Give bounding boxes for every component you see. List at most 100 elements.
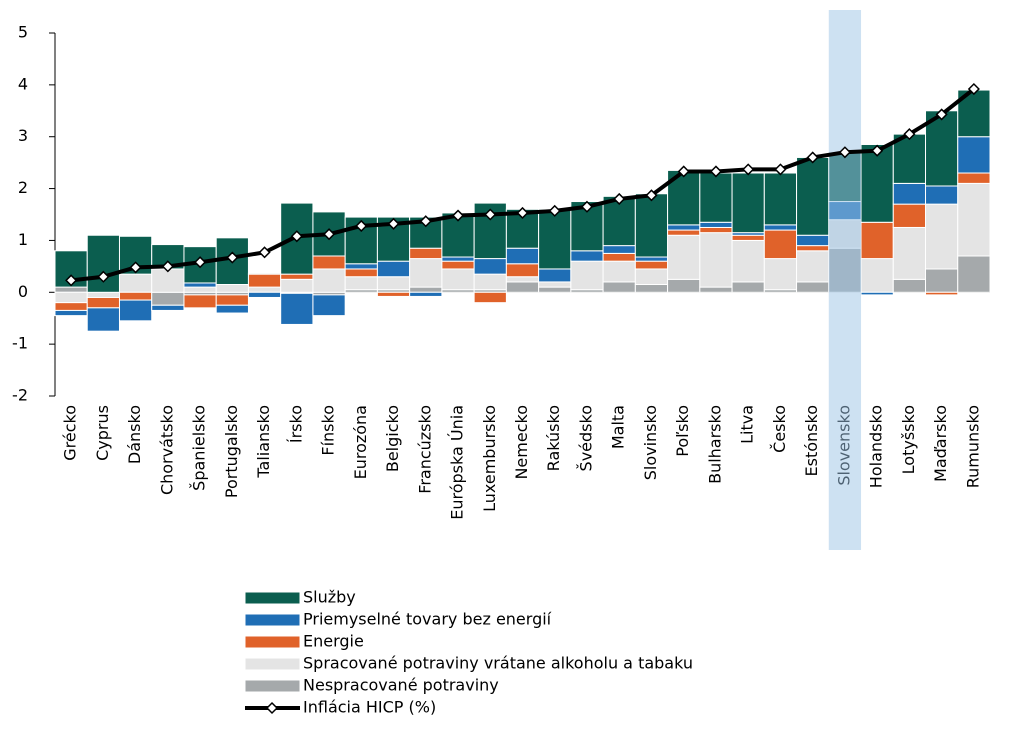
bar-segment <box>570 260 604 291</box>
bar-segment <box>505 281 540 293</box>
x-tick-label: Fínsko <box>319 405 338 456</box>
bar-segment <box>215 304 249 314</box>
bar-segment <box>925 185 959 205</box>
x-tick-label: Írsko <box>286 405 305 443</box>
bar-segment <box>151 304 185 311</box>
y-tick-label: 4 <box>18 74 28 93</box>
x-tick-label: Slovinsko <box>641 405 660 480</box>
bar-segment <box>892 203 927 228</box>
bar-segment <box>860 221 894 260</box>
bar-segment <box>86 307 120 332</box>
bar-segment <box>247 291 282 298</box>
bar-segment <box>344 263 378 270</box>
x-tick-label: Lotyšsko <box>899 405 918 474</box>
line-marker <box>419 215 432 228</box>
line-marker <box>194 256 207 269</box>
bar-segment <box>505 263 540 278</box>
bar-segment <box>473 273 507 291</box>
x-tick-label: Česko <box>770 405 789 453</box>
bar-segment <box>183 286 217 293</box>
legend-label: Spracované potraviny vrátane alkoholu a … <box>303 654 693 673</box>
legend-swatch <box>244 635 301 649</box>
line-marker <box>484 208 497 221</box>
bar-segment <box>118 299 153 322</box>
x-tick-label: Poľsko <box>673 405 692 457</box>
bar-segment <box>538 281 572 288</box>
bar-segment <box>409 258 443 288</box>
bar-segment <box>667 234 701 280</box>
bar-segment <box>183 294 217 309</box>
line-marker <box>677 165 690 178</box>
x-tick-label: Švédsko <box>576 405 595 471</box>
bar-segment <box>860 258 894 293</box>
bar-segment <box>538 268 572 283</box>
bar-segment <box>957 172 991 184</box>
legend-marker <box>265 701 279 715</box>
bar-segment <box>538 286 572 293</box>
bar-segment <box>634 193 669 258</box>
x-tick-label: Taliansko <box>254 405 273 479</box>
bar-segment <box>215 284 249 293</box>
line-marker <box>65 274 78 287</box>
bar-segment <box>667 278 701 293</box>
bar-segment <box>925 291 959 296</box>
x-tick-label: Grécko <box>61 405 80 461</box>
bar-segment <box>925 268 959 293</box>
legend-label: Energie <box>303 632 364 651</box>
y-tick-label: -1 <box>12 334 28 353</box>
bar-segment <box>409 286 443 293</box>
bar-segment <box>247 272 282 275</box>
bar-segment <box>441 256 475 262</box>
bar-segment <box>634 284 669 293</box>
line-marker <box>871 144 884 157</box>
bar-segment <box>151 291 185 306</box>
bar-segment <box>957 136 991 174</box>
line-marker <box>129 261 142 274</box>
x-tick-label: Rumunsko <box>963 405 982 488</box>
y-tick-label: 3 <box>18 126 28 145</box>
bar-segment <box>280 292 314 325</box>
bar-segment <box>699 286 733 293</box>
bar-segment <box>505 276 540 283</box>
line-marker <box>161 260 174 273</box>
bar-segment <box>409 247 443 260</box>
line-marker <box>709 165 723 178</box>
bar-segment <box>796 245 830 252</box>
legend-label: Služby <box>303 588 356 607</box>
bar-segment <box>699 221 733 228</box>
bar-segment <box>602 281 636 293</box>
line-marker <box>387 217 400 230</box>
bar-segment <box>731 234 765 241</box>
bar-segment <box>925 203 959 270</box>
y-tick-label: 0 <box>18 282 28 301</box>
bar-segment <box>344 268 378 278</box>
bar-segment <box>699 232 733 288</box>
line-marker <box>935 108 948 121</box>
line-marker <box>967 82 980 96</box>
x-tick-label: Francúzsko <box>415 405 434 494</box>
line-marker <box>613 192 626 206</box>
x-tick-label: Eurozóna <box>351 405 370 479</box>
bar-segment <box>634 256 669 262</box>
bar-segment <box>763 172 798 226</box>
bar-segment <box>247 273 282 288</box>
highlight-band <box>828 10 862 550</box>
bar-segment <box>602 260 636 283</box>
x-tick-label: Európska Únia <box>448 405 467 520</box>
bar-segment <box>215 294 249 306</box>
bar-segment <box>538 208 572 270</box>
line-marker <box>742 163 755 176</box>
bar-segment <box>763 224 798 231</box>
bar-segment <box>118 291 153 301</box>
bar-segment <box>860 143 894 223</box>
bar-segment <box>892 133 927 184</box>
bar-segment <box>957 182 991 257</box>
bar-segment <box>796 250 830 283</box>
bar-segment <box>957 255 991 293</box>
bar-segment <box>634 260 669 270</box>
x-tick-label: Luxembursko <box>480 405 499 512</box>
legend-label: Nespracované potraviny <box>303 676 499 695</box>
x-tick-label: Litva <box>738 405 757 444</box>
bar-segment <box>54 286 88 293</box>
